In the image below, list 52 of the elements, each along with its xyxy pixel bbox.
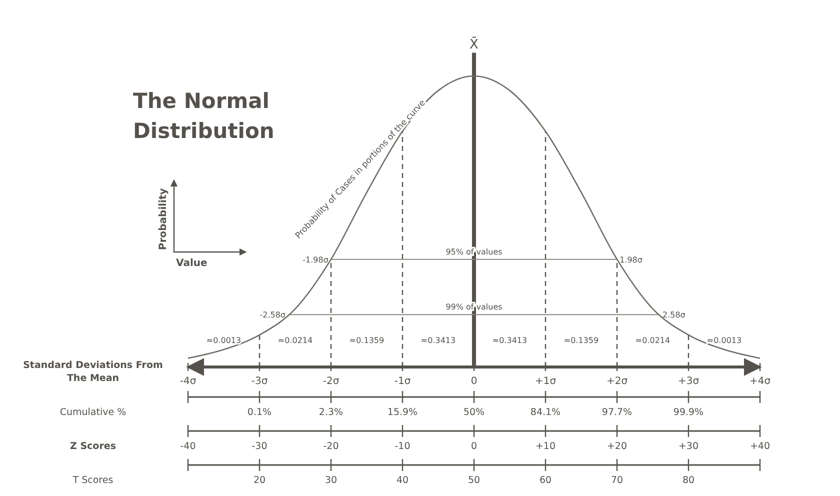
text: 80 <box>682 475 695 486</box>
x2-tick-label: -20 <box>323 441 339 452</box>
text: 84.1% <box>530 407 561 418</box>
text: 0.1% <box>247 407 272 418</box>
annotation: ≈0.3413 <box>420 336 456 345</box>
text: Probability <box>158 188 169 250</box>
x-tick-label: +3σ <box>678 376 700 387</box>
text: The Normal Distribution <box>133 89 274 143</box>
annotation: ≈0.0214 <box>635 336 670 345</box>
x-tick-label: -2σ <box>322 376 340 387</box>
x2-tick-label: +20 <box>606 441 628 452</box>
text: Cumulative % <box>60 407 126 418</box>
ref-line-label: X̄ <box>470 36 479 53</box>
text: 20 <box>253 475 266 486</box>
text: 50 <box>468 475 480 486</box>
annotation: ≈0.3413 <box>492 336 528 345</box>
x-tick-label: 0 <box>470 376 478 387</box>
text: T Scores <box>72 475 114 486</box>
x-tick-label: -1σ <box>394 376 412 387</box>
annotation: ≈0.0214 <box>278 336 313 345</box>
text: 97.7% <box>602 407 632 418</box>
x-tick-label: -3σ <box>251 376 268 387</box>
x-tick-label: +2σ <box>606 376 628 387</box>
x2-axis-title: Z Scores <box>70 441 116 452</box>
text: 50% <box>463 407 485 418</box>
x2-tick-label: +30 <box>678 441 699 452</box>
x-tick-label: +4σ <box>749 376 772 387</box>
x2-tick-label: -10 <box>394 441 410 452</box>
text: 70 <box>610 475 624 486</box>
x2-tick-label: -40 <box>180 441 196 452</box>
text: 30 <box>324 475 338 486</box>
annotation: ≈0.1359 <box>349 336 384 345</box>
annotation: Value <box>176 258 208 269</box>
annotation: ≈0.0013 <box>206 336 242 345</box>
x-axis-title: Standard Deviations From The Mean <box>23 360 163 384</box>
text: 99.9% <box>673 407 704 418</box>
annotation: -2.58σ <box>260 310 286 320</box>
text: 60 <box>539 475 552 486</box>
annotation: 2.58σ <box>662 310 686 320</box>
x2-tick-label: +10 <box>535 441 556 452</box>
x2-tick-label: +40 <box>750 441 770 452</box>
annotation: -1.98σ <box>302 255 328 264</box>
annotation: ≈0.0013 <box>706 336 742 345</box>
x-tick-label: -4σ <box>180 376 197 387</box>
text: 2.3% <box>318 407 344 418</box>
annotation: 1.98σ <box>620 255 642 264</box>
text: 15.9% <box>387 407 418 418</box>
x2-tick-label: -30 <box>252 441 268 452</box>
x2-tick-label: 0 <box>470 441 478 452</box>
text: 40 <box>396 475 409 486</box>
annotation: ≈0.1359 <box>564 336 599 345</box>
x-tick-label: +1σ <box>534 376 557 387</box>
